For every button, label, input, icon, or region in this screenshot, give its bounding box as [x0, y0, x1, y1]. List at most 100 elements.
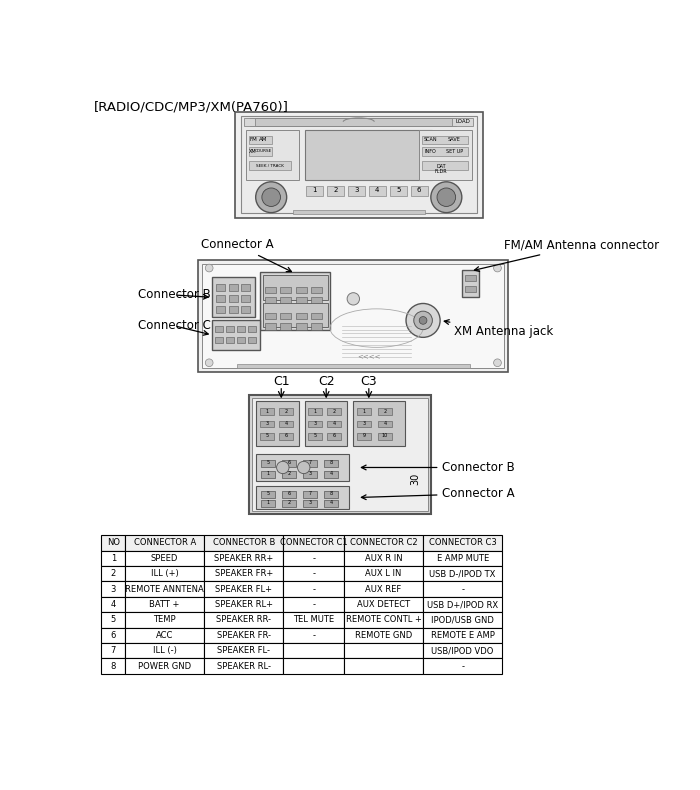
- Text: BATT +: BATT +: [150, 600, 180, 609]
- Text: 1: 1: [267, 471, 270, 476]
- Bar: [423, 596, 502, 612]
- Circle shape: [205, 264, 213, 272]
- Bar: [125, 658, 204, 674]
- Bar: [284, 643, 344, 658]
- Bar: [226, 325, 234, 332]
- Bar: [284, 551, 344, 566]
- Text: AUX DETECT: AUX DETECT: [357, 600, 410, 609]
- Bar: [204, 596, 284, 612]
- Bar: [284, 581, 344, 596]
- Text: 8: 8: [329, 461, 332, 465]
- Text: 5: 5: [267, 491, 270, 496]
- Bar: [419, 130, 472, 180]
- Bar: [284, 612, 344, 627]
- Bar: [353, 401, 405, 446]
- Circle shape: [494, 359, 501, 367]
- Text: Connector C: Connector C: [138, 319, 211, 335]
- Bar: [204, 581, 284, 596]
- Bar: [261, 491, 275, 498]
- Text: CONNECTOR C2: CONNECTOR C2: [350, 539, 417, 547]
- Bar: [125, 596, 204, 612]
- Bar: [265, 323, 276, 329]
- Text: Connector A: Connector A: [201, 239, 291, 272]
- Bar: [204, 536, 284, 551]
- Bar: [260, 408, 274, 415]
- Bar: [244, 118, 255, 126]
- Text: 6: 6: [284, 434, 288, 438]
- Bar: [284, 566, 344, 581]
- Bar: [125, 551, 204, 566]
- Text: SPEAKER RR-: SPEAKER RR-: [216, 615, 272, 624]
- Bar: [423, 627, 502, 643]
- Text: 4: 4: [329, 471, 332, 476]
- Bar: [279, 408, 293, 415]
- Text: POWER GND: POWER GND: [138, 662, 191, 671]
- Bar: [102, 612, 125, 627]
- Text: ILL (-): ILL (-): [153, 646, 176, 655]
- Circle shape: [205, 359, 213, 367]
- Bar: [423, 643, 502, 658]
- Bar: [260, 433, 274, 440]
- Bar: [125, 627, 204, 643]
- Bar: [261, 500, 275, 506]
- Bar: [125, 612, 204, 627]
- Bar: [226, 337, 234, 343]
- Bar: [248, 395, 430, 514]
- Bar: [421, 136, 468, 144]
- Text: C3: C3: [360, 374, 377, 388]
- Text: 7: 7: [309, 461, 312, 465]
- Bar: [465, 275, 476, 281]
- Text: 3: 3: [309, 500, 312, 506]
- Bar: [284, 658, 344, 674]
- Bar: [327, 408, 341, 415]
- Bar: [357, 408, 371, 415]
- Bar: [423, 612, 502, 627]
- Bar: [279, 433, 293, 440]
- Bar: [204, 612, 284, 627]
- Text: NO: NO: [107, 539, 120, 547]
- Text: 3: 3: [111, 585, 116, 593]
- Text: 1: 1: [314, 408, 317, 414]
- Bar: [327, 420, 341, 427]
- Text: 5: 5: [111, 615, 116, 624]
- Text: 5: 5: [266, 434, 269, 438]
- Text: -: -: [312, 570, 315, 578]
- Text: -: -: [312, 631, 315, 640]
- Bar: [262, 275, 328, 299]
- Text: 7: 7: [309, 491, 312, 496]
- Text: XM: XM: [248, 149, 256, 153]
- Bar: [303, 491, 317, 498]
- Text: USB/IPOD VDO: USB/IPOD VDO: [431, 646, 494, 655]
- Bar: [102, 581, 125, 596]
- Bar: [281, 297, 291, 303]
- Bar: [237, 325, 245, 332]
- Bar: [102, 596, 125, 612]
- Text: -: -: [461, 662, 464, 671]
- Text: SAVE: SAVE: [447, 137, 461, 142]
- Text: REMOTE ANNTENA: REMOTE ANNTENA: [125, 585, 204, 593]
- Bar: [344, 643, 423, 658]
- Bar: [304, 130, 433, 180]
- Bar: [102, 536, 125, 551]
- Bar: [423, 581, 502, 596]
- Bar: [216, 284, 225, 292]
- Bar: [282, 500, 296, 506]
- Text: 2: 2: [111, 570, 116, 578]
- Bar: [303, 471, 317, 478]
- Bar: [102, 658, 125, 674]
- Text: TEMP: TEMP: [153, 615, 176, 624]
- Bar: [303, 500, 317, 506]
- Text: 6: 6: [332, 434, 335, 438]
- Bar: [324, 491, 338, 498]
- Bar: [248, 147, 272, 156]
- Bar: [204, 643, 284, 658]
- Bar: [212, 321, 260, 350]
- Text: 3: 3: [309, 471, 312, 476]
- Bar: [125, 566, 204, 581]
- Bar: [344, 596, 423, 612]
- Text: 4: 4: [284, 421, 288, 426]
- Circle shape: [406, 303, 440, 337]
- Text: ACC: ACC: [156, 631, 174, 640]
- Text: <<<<: <<<<: [357, 354, 381, 359]
- Bar: [423, 551, 502, 566]
